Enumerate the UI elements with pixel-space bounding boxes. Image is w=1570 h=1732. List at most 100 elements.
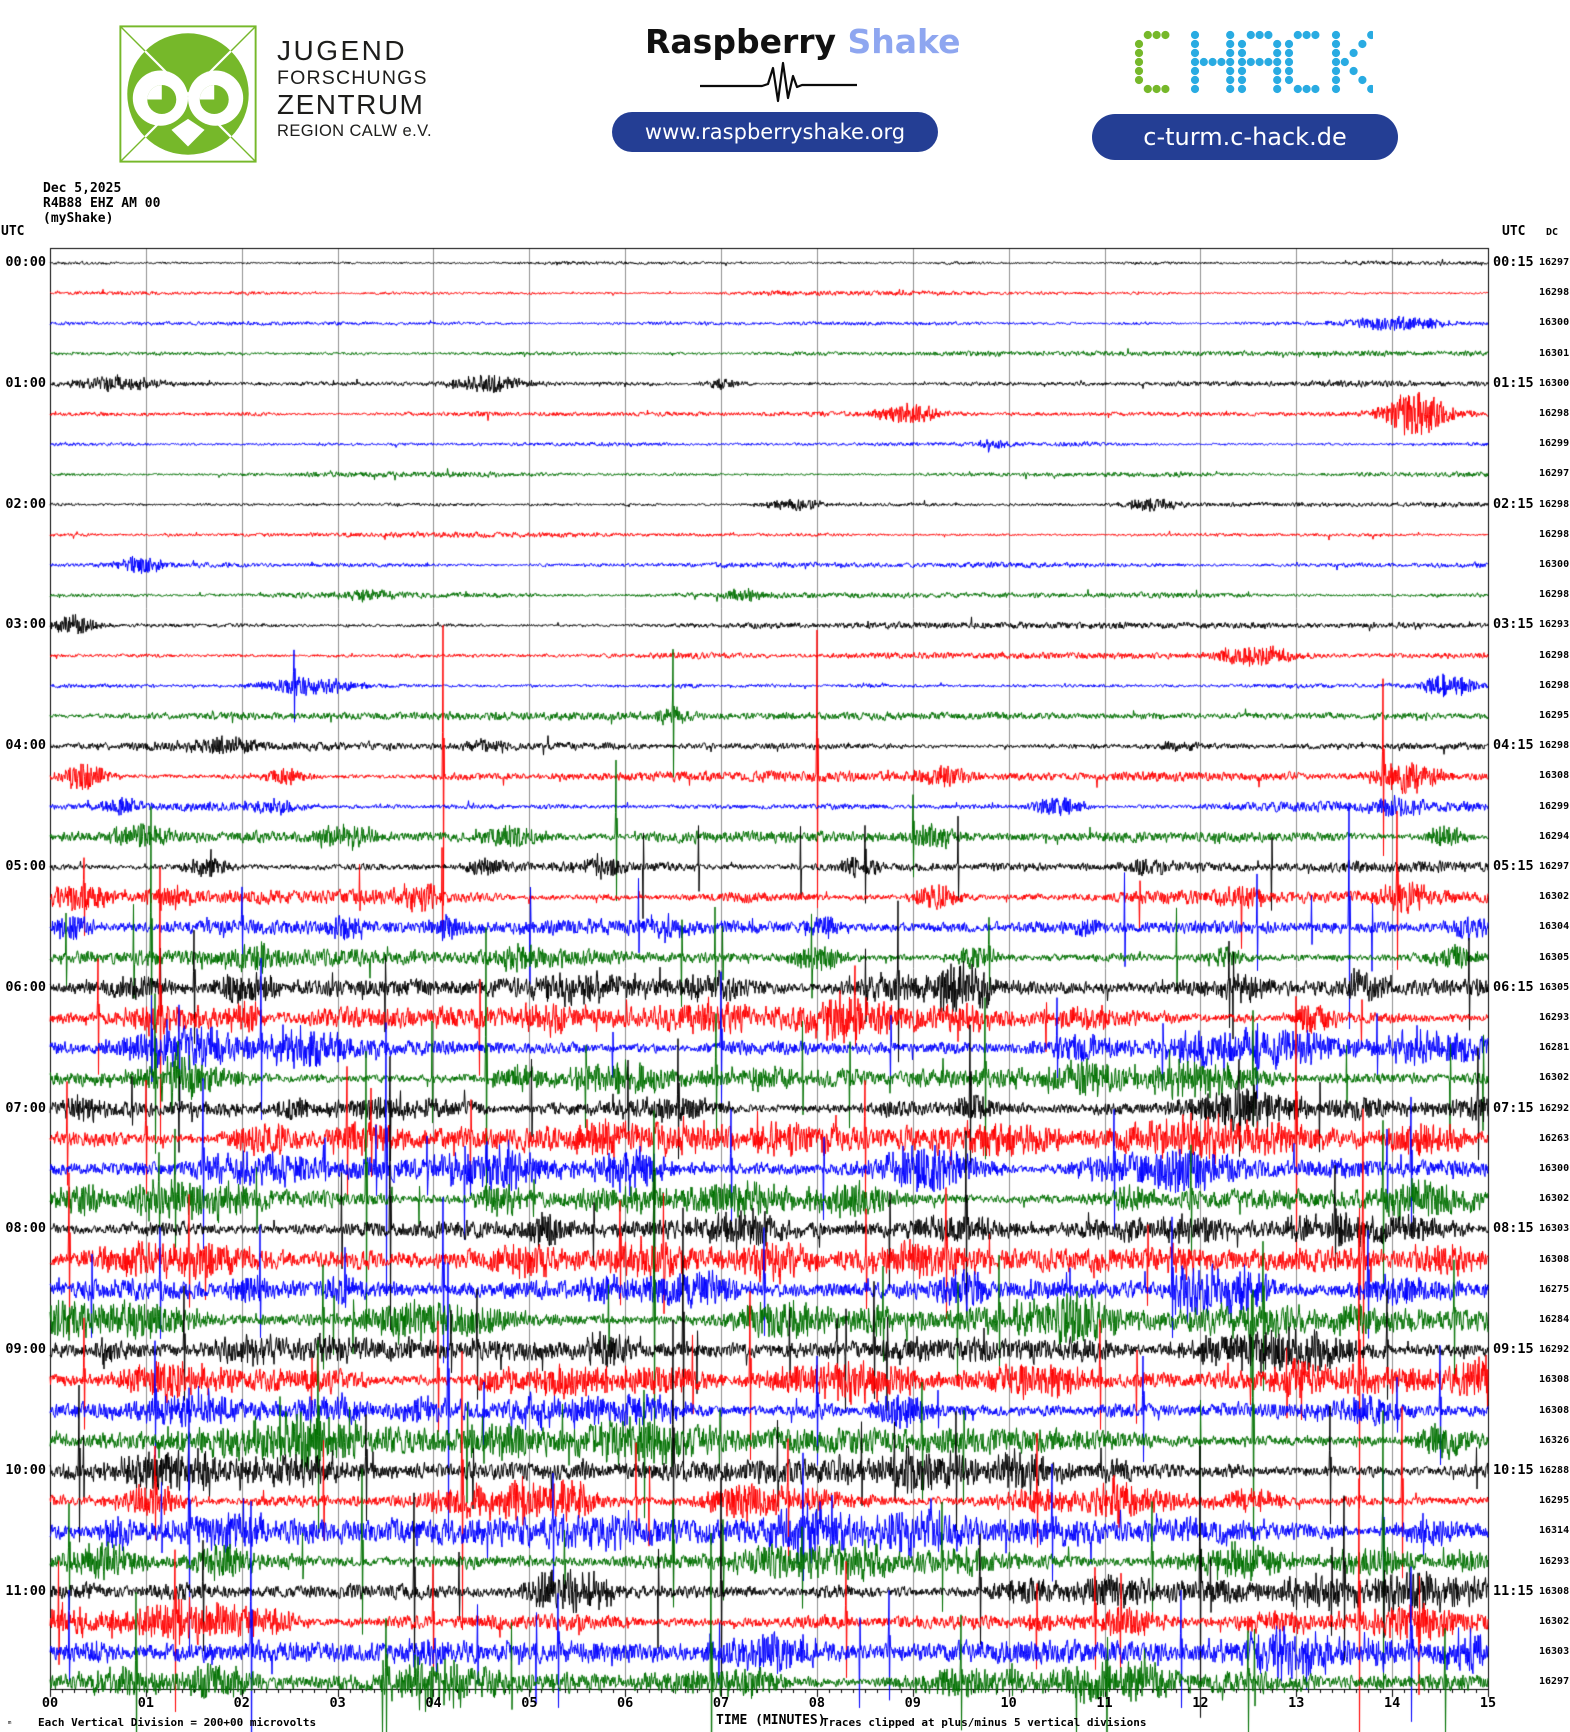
dc-value-12: 16293 bbox=[1539, 619, 1570, 631]
dc-value-21: 16302 bbox=[1539, 891, 1570, 903]
dc-value-38: 16308 bbox=[1539, 1404, 1570, 1416]
hour-label-right-10: 10:15 bbox=[1493, 1462, 1534, 1478]
dc-value-6: 16299 bbox=[1539, 438, 1570, 450]
hour-label-left-3: 03:00 bbox=[5, 616, 46, 633]
minute-label-14: 14 bbox=[1383, 1695, 1401, 1711]
dc-value-44: 16308 bbox=[1539, 1585, 1570, 1597]
utc-header-right: UTC bbox=[1502, 224, 1526, 239]
hour-label-left-2: 02:00 bbox=[5, 495, 46, 512]
hour-label-right-0: 00:15 bbox=[1493, 254, 1534, 270]
dc-value-5: 16298 bbox=[1539, 408, 1570, 419]
dc-value-11: 16298 bbox=[1539, 589, 1570, 601]
hour-label-left-7: 07:00 bbox=[5, 1099, 46, 1116]
hour-label-right-11: 11:15 bbox=[1493, 1582, 1534, 1599]
hour-label-left-11: 11:00 bbox=[5, 1582, 46, 1599]
dc-value-45: 16302 bbox=[1539, 1616, 1570, 1627]
plot-title-block: Dec 5,2025 R4B88 EHZ AM 00 (myShake) bbox=[43, 181, 160, 226]
jfz-line3: ZENTRUM bbox=[277, 89, 425, 120]
minute-label-13: 13 bbox=[1288, 1695, 1305, 1711]
dc-value-14: 16298 bbox=[1539, 679, 1570, 691]
hour-label-right-8: 08:15 bbox=[1493, 1220, 1534, 1237]
dc-value-7: 16297 bbox=[1539, 468, 1570, 480]
hour-label-right-7: 07:15 bbox=[1493, 1099, 1534, 1116]
dc-value-23: 16305 bbox=[1539, 951, 1570, 963]
jfz-owl-logo bbox=[119, 25, 257, 163]
plot-title-network: (myShake) bbox=[43, 211, 114, 226]
minute-label-01: 01 bbox=[137, 1695, 154, 1711]
dc-value-39: 16326 bbox=[1539, 1434, 1570, 1446]
footer-clip-note: Traces clipped at plus/minus 5 vertical … bbox=[822, 1716, 1147, 1729]
dc-value-42: 16314 bbox=[1539, 1525, 1570, 1537]
footer-tiny-glyph: ₘ bbox=[7, 1717, 13, 1727]
xaxis-title: TIME (MINUTES) bbox=[716, 1713, 826, 1728]
dc-value-17: 16308 bbox=[1539, 770, 1570, 782]
raspberry-shake-url-pill[interactable]: www.raspberryshake.org bbox=[612, 112, 938, 152]
hour-label-right-1: 01:15 bbox=[1493, 374, 1534, 391]
hour-label-right-5: 05:15 bbox=[1493, 858, 1534, 874]
dc-value-37: 16308 bbox=[1539, 1374, 1570, 1386]
chack-logo bbox=[1134, 30, 1373, 94]
hour-label-right-4: 04:15 bbox=[1493, 737, 1534, 754]
dc-value-3: 16301 bbox=[1539, 347, 1570, 359]
dc-value-2: 16300 bbox=[1539, 317, 1570, 329]
minute-label-03: 03 bbox=[329, 1695, 346, 1711]
dc-value-9: 16298 bbox=[1539, 528, 1570, 540]
minute-label-06: 06 bbox=[617, 1695, 634, 1711]
dc-value-10: 16300 bbox=[1539, 559, 1570, 570]
dc-value-16: 16298 bbox=[1539, 740, 1570, 752]
utc-header-left: UTC bbox=[1, 224, 25, 239]
dc-value-4: 16300 bbox=[1539, 377, 1570, 389]
dc-value-26: 16281 bbox=[1539, 1042, 1570, 1054]
minute-label-05: 05 bbox=[521, 1695, 538, 1711]
dc-value-36: 16292 bbox=[1539, 1344, 1570, 1356]
dc-value-25: 16293 bbox=[1539, 1012, 1570, 1023]
minute-label-07: 07 bbox=[712, 1695, 730, 1711]
dc-value-19: 16294 bbox=[1539, 830, 1570, 842]
plot-title-station: R4B88 EHZ AM 00 bbox=[43, 196, 161, 211]
hour-label-left-5: 05:00 bbox=[5, 858, 46, 874]
dc-value-31: 16302 bbox=[1539, 1193, 1570, 1205]
dc-value-47: 16297 bbox=[1539, 1676, 1570, 1688]
raspberry-shake-word-blue: Shake bbox=[847, 22, 961, 61]
jfz-line1: JUGEND bbox=[277, 35, 408, 66]
hour-label-right-9: 09:15 bbox=[1493, 1341, 1534, 1358]
dc-value-46: 16303 bbox=[1539, 1646, 1570, 1658]
dc-value-1: 16298 bbox=[1539, 287, 1570, 299]
hour-label-left-4: 04:00 bbox=[5, 737, 46, 754]
dc-value-32: 16303 bbox=[1539, 1223, 1570, 1235]
minute-label-09: 09 bbox=[904, 1695, 921, 1711]
dc-header: DC bbox=[1546, 227, 1559, 238]
minute-label-08: 08 bbox=[808, 1695, 826, 1711]
dc-value-27: 16302 bbox=[1539, 1072, 1570, 1084]
hour-label-right-3: 03:15 bbox=[1493, 616, 1534, 633]
dc-value-28: 16292 bbox=[1539, 1102, 1570, 1114]
raspberry-shake-wordmark: Raspberry Shake bbox=[645, 22, 961, 61]
dc-value-29: 16263 bbox=[1539, 1132, 1570, 1144]
raspberry-shake-url: www.raspberryshake.org bbox=[644, 120, 906, 144]
hour-label-left-6: 06:00 bbox=[5, 978, 46, 995]
jfz-wordmark: JUGEND FORSCHUNGS ZENTRUM REGION CALW e.… bbox=[277, 36, 432, 142]
raspberry-shake-word-black: Raspberry bbox=[645, 22, 837, 61]
dc-value-8: 16298 bbox=[1539, 498, 1570, 510]
plot-title-date: Dec 5,2025 bbox=[43, 181, 122, 196]
dc-value-0: 16297 bbox=[1539, 257, 1570, 268]
footer-scale-note: Each Vertical Division = 200+00 microvol… bbox=[38, 1716, 317, 1729]
hour-label-right-6: 06:15 bbox=[1493, 978, 1534, 995]
dc-value-13: 16298 bbox=[1539, 649, 1570, 661]
minute-label-11: 11 bbox=[1096, 1695, 1113, 1711]
chack-url: c-turm.c-hack.de bbox=[1143, 123, 1347, 151]
dc-value-15: 16295 bbox=[1539, 710, 1570, 721]
dc-value-24: 16305 bbox=[1539, 981, 1570, 993]
dc-value-41: 16295 bbox=[1539, 1495, 1570, 1507]
dc-value-43: 16293 bbox=[1539, 1555, 1570, 1567]
dc-value-20: 16297 bbox=[1539, 861, 1570, 872]
dc-value-30: 16300 bbox=[1539, 1163, 1570, 1174]
chack-url-pill[interactable]: c-turm.c-hack.de bbox=[1092, 114, 1398, 160]
minute-label-02: 02 bbox=[233, 1695, 250, 1711]
dc-value-35: 16284 bbox=[1539, 1314, 1570, 1325]
hour-label-left-9: 09:00 bbox=[5, 1341, 46, 1358]
hour-label-right-2: 02:15 bbox=[1493, 495, 1534, 512]
hour-label-left-0: 00:00 bbox=[5, 254, 46, 270]
